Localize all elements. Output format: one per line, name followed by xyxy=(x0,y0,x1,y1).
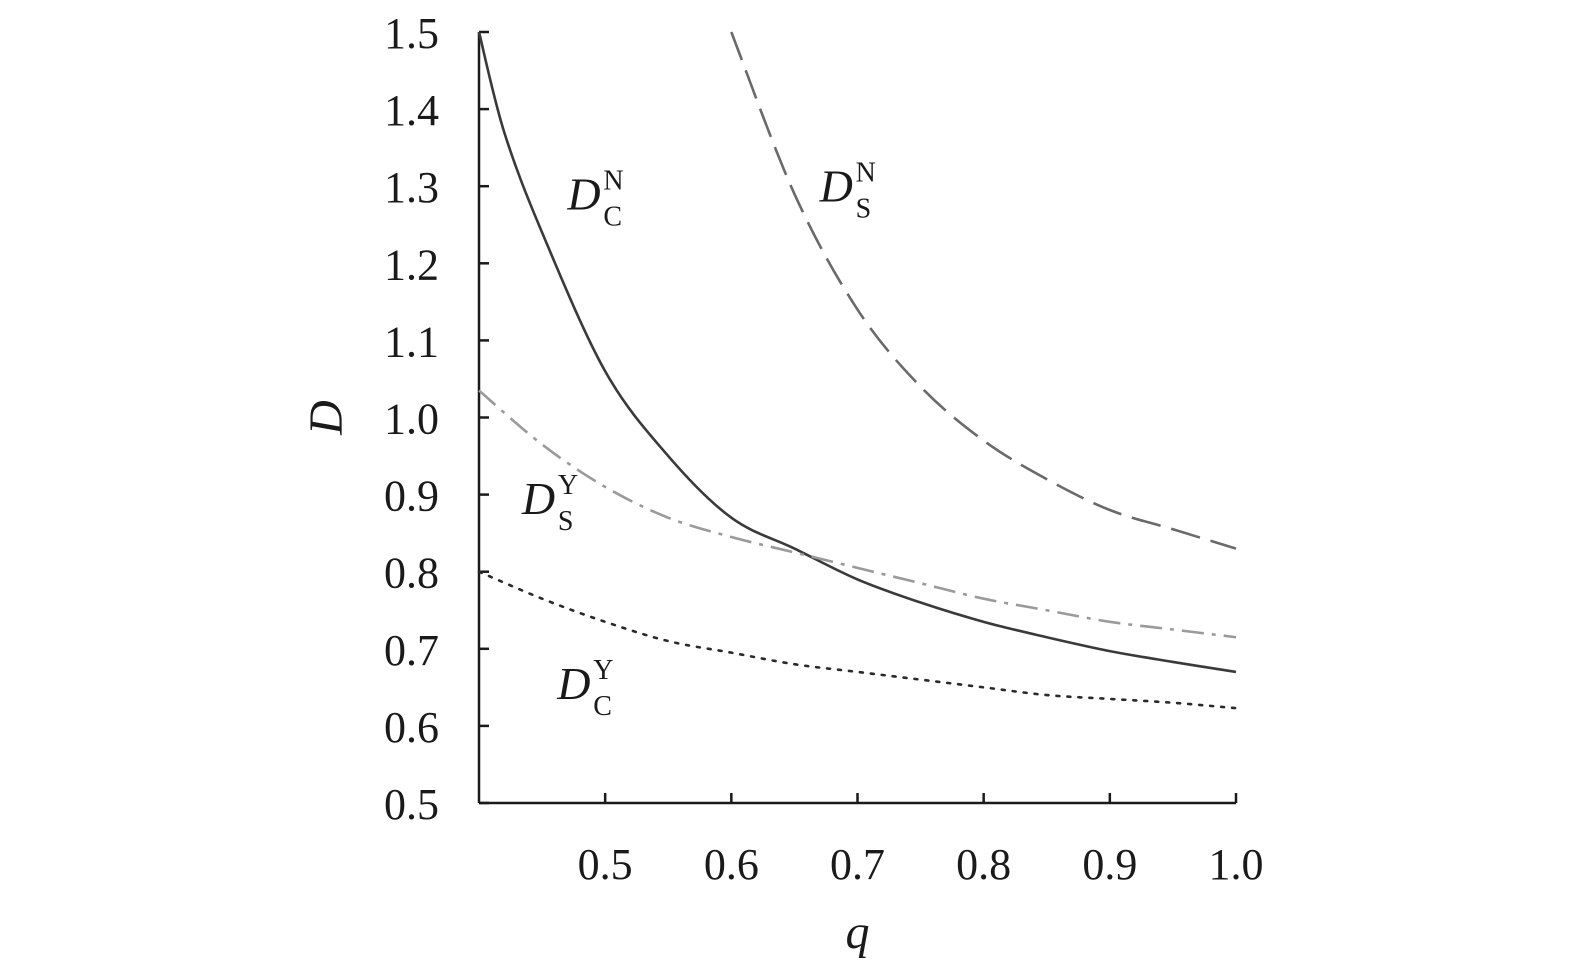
y-axis-title: D xyxy=(300,400,353,436)
y-ticks: 0.5 0.6 0.7 0.8 0.9 1.0 1.1 1.2 1.3 1.4 1.5 xyxy=(384,9,489,829)
series-label-main: D xyxy=(819,161,853,212)
series-line-d-c-y xyxy=(477,570,1238,710)
y-tick-label: 0.6 xyxy=(384,703,439,752)
series-label-subscript: C xyxy=(603,201,622,232)
x-tick-label: 0.6 xyxy=(704,840,759,889)
series-label-main: D xyxy=(521,473,555,524)
series-label-d-c-y: D YC xyxy=(556,655,613,722)
series-lines xyxy=(477,31,1238,710)
series-label-subscript: S xyxy=(558,506,574,537)
x-ticks: 0.5 0.6 0.7 0.8 0.9 1.0 xyxy=(578,793,1264,889)
y-tick-label: 1.1 xyxy=(384,317,439,366)
y-tick-label: 1.4 xyxy=(384,86,439,135)
series-label-superscript: N xyxy=(603,165,623,196)
series-label-main: D xyxy=(566,168,600,219)
series-label-superscript: Y xyxy=(593,655,613,686)
series-label-d-s-y: D YS xyxy=(521,470,578,537)
series-line-d-s-n xyxy=(730,31,1237,550)
x-tick-label: 0.5 xyxy=(578,840,633,889)
y-tick-label: 0.5 xyxy=(384,780,439,829)
series-labels: D NCD NSD YSD YC xyxy=(521,158,876,722)
x-tick-label: 0.7 xyxy=(830,840,885,889)
y-tick-label: 1.0 xyxy=(384,395,439,444)
series-label-superscript: N xyxy=(856,158,876,189)
y-tick-label: 0.8 xyxy=(384,549,439,598)
series-label-d-c-n: D NC xyxy=(566,165,623,232)
axes xyxy=(477,32,1236,805)
x-tick-label: 0.9 xyxy=(1082,840,1137,889)
y-tick-label: 0.9 xyxy=(384,472,439,521)
x-tick-label: 1.0 xyxy=(1209,840,1264,889)
series-label-main: D xyxy=(556,658,590,709)
series-label-subscript: C xyxy=(593,691,612,722)
x-axis-title: q xyxy=(846,906,870,959)
y-tick-label: 0.7 xyxy=(384,626,439,675)
series-line-d-s-y xyxy=(478,389,1237,639)
series-line-d-c-n xyxy=(477,31,1237,674)
series-label-superscript: Y xyxy=(558,470,578,501)
series-label-subscript: S xyxy=(856,194,872,225)
y-tick-label: 1.2 xyxy=(384,240,439,289)
y-tick-label: 1.5 xyxy=(384,9,439,58)
y-tick-label: 1.3 xyxy=(384,163,439,212)
series-label-d-s-n: D NS xyxy=(819,158,876,225)
x-tick-label: 0.8 xyxy=(956,840,1011,889)
